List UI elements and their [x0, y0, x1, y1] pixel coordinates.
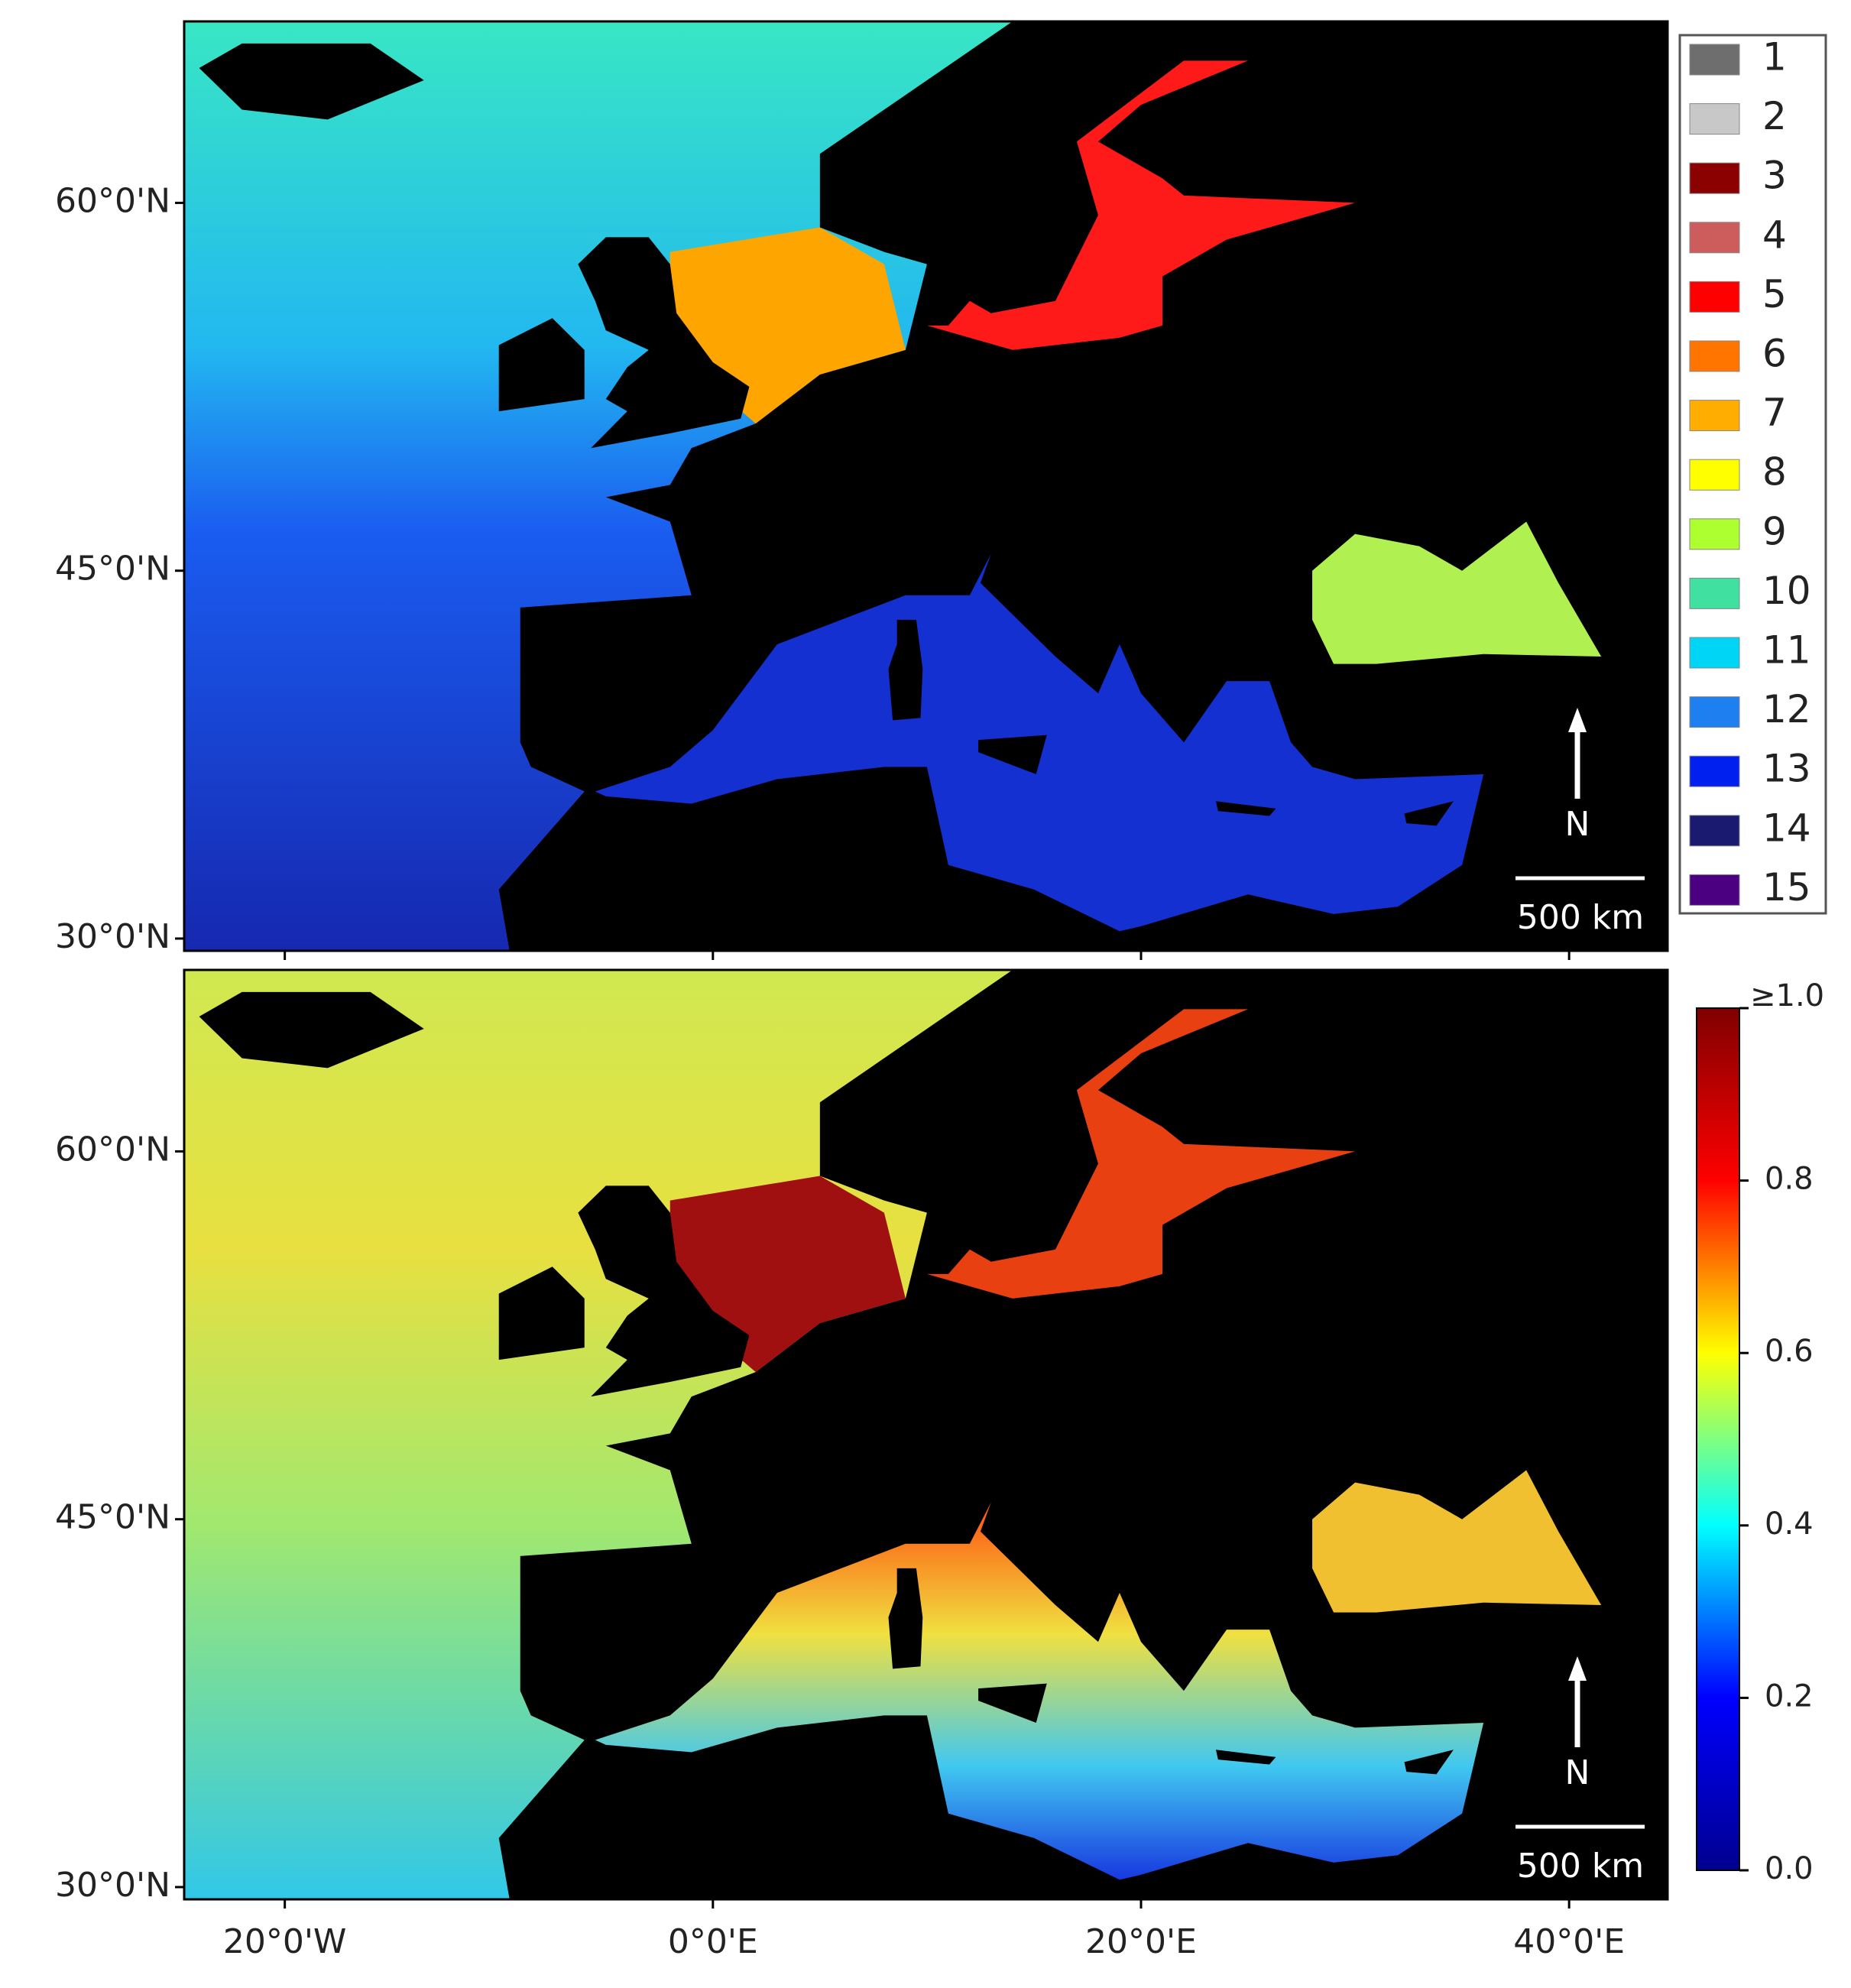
north-arrow-head — [1568, 1656, 1587, 1681]
legend-label: 12 — [1762, 687, 1811, 731]
island — [498, 318, 585, 412]
scale-label: 500 km — [1517, 898, 1644, 937]
legend-label: 11 — [1762, 628, 1811, 673]
north-arrow-head — [1568, 708, 1587, 732]
legend-swatch — [1689, 755, 1740, 787]
island — [1216, 801, 1276, 816]
island — [498, 1266, 585, 1360]
legend-swatch — [1689, 400, 1740, 432]
island — [1404, 1750, 1454, 1775]
ocean-black-sea — [1312, 521, 1602, 664]
colorbar-tick-label: 0.4 — [1765, 1506, 1814, 1542]
legend-label: 8 — [1762, 450, 1787, 495]
legend-label: 1 — [1762, 35, 1787, 79]
map-frame — [183, 968, 1669, 1901]
ocean-baltic — [926, 60, 1356, 350]
legend-label: 15 — [1762, 865, 1811, 910]
island — [1404, 801, 1454, 826]
legend-label: 3 — [1762, 154, 1787, 198]
legend-swatch — [1689, 637, 1740, 669]
legend-swatch — [1689, 281, 1740, 313]
legend-label: 5 — [1762, 272, 1787, 316]
lat-tick-label: 45°0'N — [55, 550, 170, 589]
colorbar-tick-label: 0.6 — [1765, 1334, 1814, 1369]
island — [578, 1185, 750, 1397]
lat-tick-label: 60°0'N — [55, 181, 170, 220]
legend-swatch — [1689, 162, 1740, 194]
island — [578, 237, 750, 449]
colorbar-tick-label: 0.8 — [1765, 1162, 1814, 1197]
legend-label: 4 — [1762, 212, 1787, 257]
lon-tick-label: 40°0'E — [1513, 1922, 1625, 1961]
legend-label: 2 — [1762, 94, 1787, 138]
legend-swatch — [1689, 222, 1740, 254]
map-frame — [183, 20, 1669, 952]
legend-swatch — [1689, 459, 1740, 491]
island — [888, 1568, 923, 1669]
lon-tick-label: 20°0'E — [1085, 1922, 1197, 1961]
legend-label: 6 — [1762, 332, 1787, 376]
legend-swatch — [1689, 518, 1740, 550]
lon-tick-label: 20°0'W — [223, 1922, 347, 1961]
north-label: N — [1565, 805, 1590, 844]
legend-swatch — [1689, 340, 1740, 372]
ocean-baltic — [926, 1009, 1356, 1299]
lat-tick-label: 45°0'N — [55, 1498, 170, 1537]
island — [1216, 1750, 1276, 1765]
lon-tick-label: 0°0'E — [668, 1922, 758, 1961]
lat-tick-label: 30°0'N — [55, 1866, 170, 1905]
ocean-black-sea — [1312, 1470, 1602, 1613]
island — [199, 43, 424, 120]
legend-label: 13 — [1762, 747, 1811, 791]
legend-swatch — [1689, 103, 1740, 135]
colorbar — [1696, 1007, 1740, 1871]
legend-label: 7 — [1762, 391, 1787, 435]
colorbar-max-label: ≥1.0 — [1750, 978, 1824, 1013]
lat-tick-label: 30°0'N — [55, 917, 170, 956]
colorbar-tick-label: 0.0 — [1765, 1851, 1814, 1886]
legend-label: 14 — [1762, 806, 1811, 850]
island — [978, 735, 1047, 774]
scale-label: 500 km — [1517, 1847, 1644, 1886]
lat-tick-label: 60°0'N — [55, 1130, 170, 1169]
legend-swatch — [1689, 577, 1740, 609]
legend-swatch — [1689, 874, 1740, 906]
legend-swatch — [1689, 696, 1740, 728]
legend-label: 10 — [1762, 569, 1811, 613]
island — [978, 1683, 1047, 1723]
island — [199, 991, 424, 1069]
legend-swatch — [1689, 815, 1740, 847]
legend-label: 9 — [1762, 509, 1787, 553]
north-label: N — [1565, 1753, 1590, 1792]
legend-swatch — [1689, 44, 1740, 76]
colorbar-tick-label: 0.2 — [1765, 1678, 1814, 1714]
island — [888, 619, 923, 721]
